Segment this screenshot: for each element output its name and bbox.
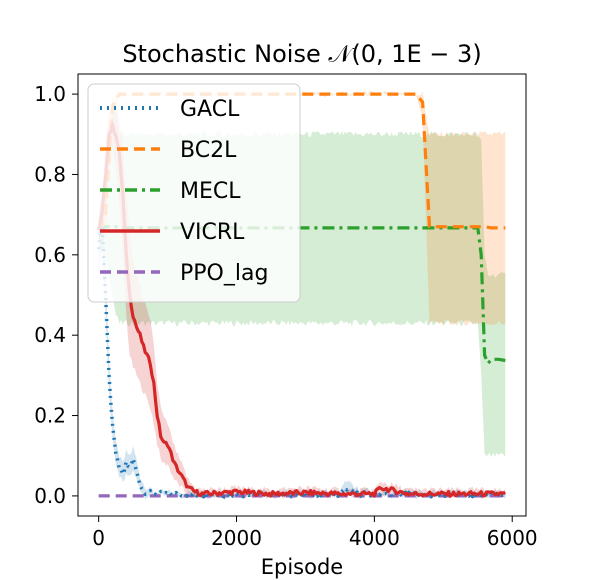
band-bc2l <box>98 90 506 327</box>
y-axis: 0.0 0.2 0.4 0.6 0.8 1.0 <box>34 82 78 508</box>
x-tick-label: 2000 <box>211 526 262 550</box>
x-tick-label: 0 <box>92 526 105 550</box>
chart-title: Stochastic Noise 𝒩(0, 1E − 3) <box>122 40 481 68</box>
legend-label-vicrl: VICRL <box>180 220 245 245</box>
legend: GACL BC2L MECL VICRL PPO_lag <box>87 83 301 303</box>
y-tick-label: 1.0 <box>34 82 66 106</box>
y-tick-label: 0.0 <box>34 484 66 508</box>
legend-label-bc2l: BC2L <box>180 138 237 163</box>
y-tick-label: 0.6 <box>34 243 66 267</box>
y-tick-label: 0.2 <box>34 404 66 428</box>
x-axis-title: Episode <box>261 555 343 579</box>
plot-area-frame <box>77 73 527 517</box>
legend-label-gacl: GACL <box>180 97 240 122</box>
x-axis: 0 2000 4000 6000 <box>92 516 538 550</box>
series-line-vicrl <box>97 122 506 498</box>
x-tick-label: 6000 <box>487 526 538 550</box>
x-tick-label: 4000 <box>349 526 400 550</box>
legend-box <box>87 83 301 303</box>
legend-label-mecl: MECL <box>180 179 241 204</box>
y-tick-label: 0.8 <box>34 162 66 186</box>
legend-label-ppo-lag: PPO_lag <box>180 261 268 286</box>
y-tick-label: 0.4 <box>34 323 66 347</box>
